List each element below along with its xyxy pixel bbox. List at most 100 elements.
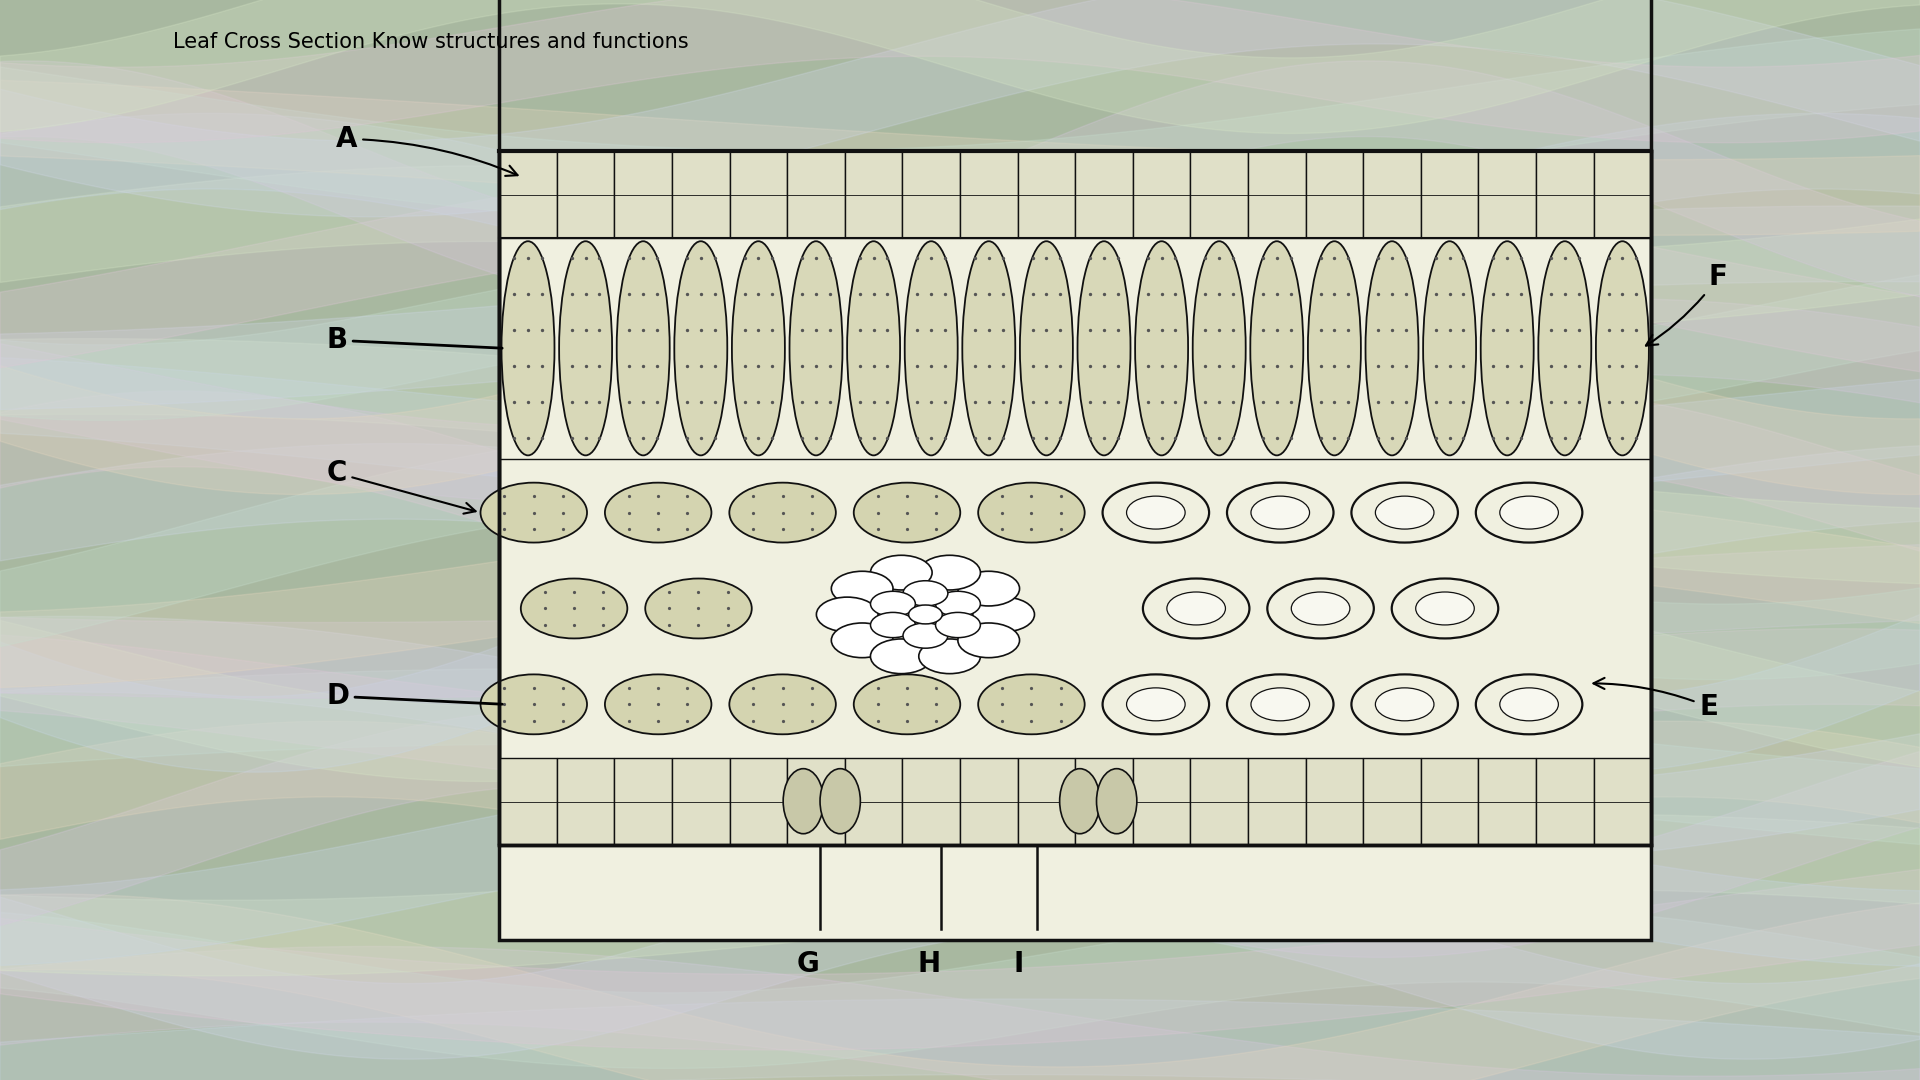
Ellipse shape [1135,241,1188,456]
Text: F: F [1645,264,1728,346]
Circle shape [605,483,712,542]
Text: B: B [326,326,503,354]
Text: A: A [336,125,518,176]
Text: D: D [326,683,503,711]
Ellipse shape [1077,241,1131,456]
Circle shape [1352,674,1457,734]
Ellipse shape [1480,241,1534,456]
Bar [1363,758,1421,845]
Circle shape [1375,496,1434,529]
Circle shape [958,571,1020,606]
Bar [1478,151,1536,238]
Bar [1018,758,1075,845]
Circle shape [730,674,835,734]
Circle shape [831,623,893,658]
Ellipse shape [1250,241,1304,456]
Circle shape [920,555,981,590]
Circle shape [977,483,1085,542]
Circle shape [1227,483,1334,542]
Text: I: I [1014,950,1023,978]
Bar [1421,758,1478,845]
Bar [730,151,787,238]
Circle shape [1352,483,1457,542]
Bar [557,758,614,845]
Bar [960,151,1018,238]
Bar [1075,151,1133,238]
Bar [1018,151,1075,238]
Circle shape [1252,688,1309,720]
Bar [614,758,672,845]
Circle shape [1375,688,1434,720]
Circle shape [1267,579,1375,638]
Bar [499,151,1651,940]
Circle shape [1102,483,1210,542]
Ellipse shape [674,241,728,456]
Circle shape [520,579,628,638]
Circle shape [1127,496,1185,529]
Circle shape [920,639,981,674]
Text: H: H [918,950,941,978]
Ellipse shape [1538,241,1592,456]
Ellipse shape [732,241,785,456]
Circle shape [870,612,916,637]
Bar [499,758,557,845]
Circle shape [1227,674,1334,734]
Circle shape [730,483,835,542]
Bar [499,151,557,238]
Bar [1190,151,1248,238]
Bar [1306,758,1363,845]
Ellipse shape [1020,241,1073,456]
Bar [499,0,1651,845]
Bar [730,758,787,845]
Circle shape [1392,579,1498,638]
Ellipse shape [1365,241,1419,456]
Bar [902,151,960,238]
Circle shape [605,674,712,734]
Bar [1594,151,1651,238]
Circle shape [870,591,916,617]
Bar [1133,151,1190,238]
Circle shape [973,597,1035,632]
Circle shape [854,483,960,542]
Bar [1248,758,1306,845]
Bar [1594,758,1651,845]
Circle shape [902,623,948,648]
Bar [672,758,730,845]
Bar [1363,151,1421,238]
Ellipse shape [1060,769,1100,834]
Bar [614,151,672,238]
Bar [1133,758,1190,845]
Circle shape [1500,496,1559,529]
Bar [845,758,902,845]
Ellipse shape [1096,769,1137,834]
Bar [787,151,845,238]
Circle shape [645,579,753,638]
Circle shape [977,674,1085,734]
Bar [1306,151,1363,238]
Circle shape [935,612,981,637]
Circle shape [1292,592,1350,625]
Bar [1536,758,1594,845]
Text: E: E [1594,678,1718,721]
Circle shape [1500,688,1559,720]
Circle shape [1476,483,1582,542]
Ellipse shape [1308,241,1361,456]
Bar [672,151,730,238]
Ellipse shape [783,769,824,834]
Circle shape [1127,688,1185,720]
Circle shape [831,571,893,606]
Ellipse shape [1596,241,1649,456]
Ellipse shape [962,241,1016,456]
Text: Leaf Cross Section Know structures and functions: Leaf Cross Section Know structures and f… [173,32,689,53]
Circle shape [1415,592,1475,625]
Bar [1421,151,1478,238]
Ellipse shape [559,241,612,456]
Bar [902,758,960,845]
Circle shape [480,674,588,734]
Ellipse shape [847,241,900,456]
Ellipse shape [1192,241,1246,456]
Bar [1248,151,1306,238]
Text: G: G [797,950,820,978]
Circle shape [1142,579,1250,638]
Bar [845,151,902,238]
